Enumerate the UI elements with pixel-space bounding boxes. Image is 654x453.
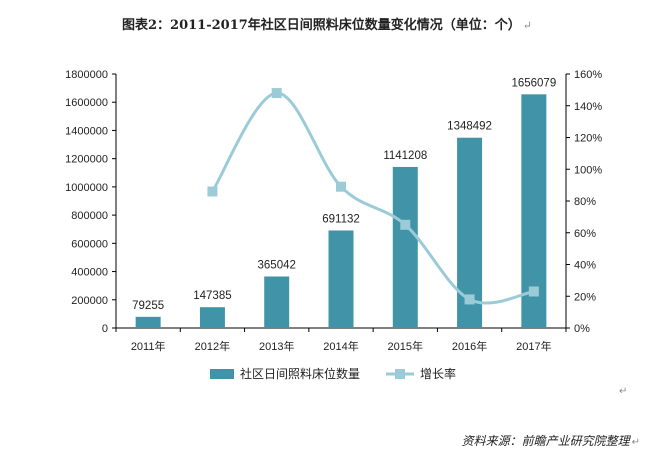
- x-tick-label: 2013年: [259, 339, 294, 353]
- left-tick-label: 1800000: [65, 69, 108, 81]
- growth-rate-point: [207, 186, 218, 197]
- right-tick-label: 80%: [574, 196, 596, 208]
- growth-rate-point: [336, 181, 346, 192]
- left-tick-label: 0: [102, 323, 108, 335]
- legend-swatch-bar: [210, 369, 234, 379]
- right-tick-label: 160%: [574, 69, 602, 81]
- bar: [392, 166, 418, 328]
- x-tick-label: 2014年: [323, 339, 358, 353]
- left-tick-label: 1200000: [65, 154, 108, 166]
- paragraph-mark-icon: ↵: [522, 19, 533, 32]
- right-tick-label: 60%: [574, 228, 596, 240]
- bar-data-label: 147385: [193, 290, 231, 302]
- growth-rate-point: [271, 88, 282, 99]
- plot-area: 0 200000 400000 600000 800000 1000000 1200000 1…: [65, 69, 602, 381]
- x-tick-label: 2016年: [452, 339, 487, 353]
- left-tick-label: 200000: [71, 295, 108, 307]
- bar: [199, 307, 225, 328]
- right-tick-label: 120%: [574, 133, 602, 145]
- right-tick-label: 100%: [574, 164, 602, 176]
- bar-data-label: 79255: [132, 300, 164, 312]
- bar: [135, 316, 161, 328]
- right-tick-label: 40%: [574, 260, 596, 272]
- right-tick-label: 140%: [574, 101, 602, 113]
- left-tick-label: 400000: [71, 267, 108, 279]
- left-tick-label: 1000000: [65, 182, 108, 194]
- growth-rate-point: [400, 219, 411, 230]
- legend-label-bar: 社区日间照料床位数量: [240, 366, 360, 381]
- paragraph-mark-icon: ↵: [631, 437, 640, 448]
- bar-data-label: 1348492: [447, 121, 492, 133]
- chart-title: 图表2：2011-2017年社区日间照料床位数量变化情况（单位：个） ↵: [0, 14, 654, 33]
- bar-data-label: 691132: [322, 213, 360, 225]
- bar-data-label: 1656079: [511, 77, 556, 89]
- legend-label-line: 增长率: [420, 366, 456, 381]
- paragraph-mark-icon: ↵: [619, 386, 628, 397]
- source-text: 资料来源：前瞻产业研究院整理: [461, 434, 630, 448]
- left-tick-label: 1600000: [65, 97, 108, 109]
- x-tick-label: 2017年: [516, 339, 551, 353]
- legend-swatch-marker: [395, 369, 405, 379]
- left-tick-label: 600000: [71, 238, 108, 250]
- bar-data-label: 365042: [258, 259, 296, 271]
- bar: [264, 276, 290, 328]
- x-tick-label: 2011年: [131, 339, 166, 353]
- left-tick-label: 1400000: [65, 125, 108, 137]
- growth-rate-point: [464, 294, 475, 305]
- right-tick-label: 0%: [574, 323, 590, 335]
- right-tick-label: 20%: [574, 291, 596, 303]
- x-tick-label: 2015年: [388, 339, 423, 353]
- left-tick-label: 800000: [71, 210, 108, 222]
- bar-data-label: 1141208: [383, 150, 427, 162]
- growth-rate-point: [528, 286, 539, 297]
- bar: [328, 230, 354, 328]
- chart-title-text: 图表2：2011-2017年社区日间照料床位数量变化情况（单位：个）: [121, 18, 521, 33]
- x-tick-label: 2012年: [195, 339, 230, 353]
- source-note: 资料来源：前瞻产业研究院整理 ↵: [462, 432, 640, 449]
